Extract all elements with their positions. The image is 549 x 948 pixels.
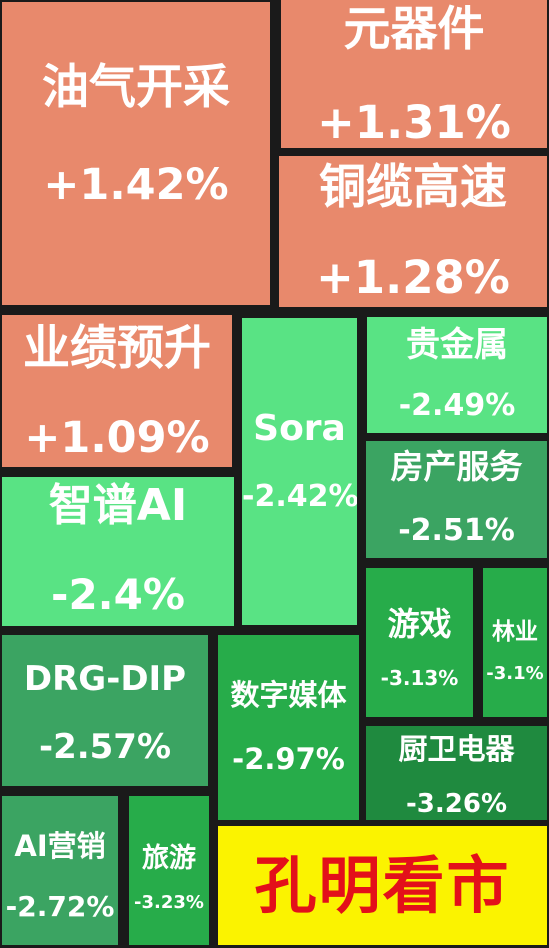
tile-zhipu-ai: 智谱AI -2.4% xyxy=(2,477,234,626)
tile-name: 旅游 xyxy=(142,843,196,874)
tile-forestry: 林业 -3.1% xyxy=(483,568,547,717)
tile-value: -2.49% xyxy=(398,388,516,423)
tile-precious-metals: 贵金属 -2.49% xyxy=(367,317,547,433)
tile-components: 元器件 +1.31% xyxy=(281,0,547,148)
tile-drg-dip: DRG-DIP -2.57% xyxy=(2,635,208,786)
tile-name: 业绩预升 xyxy=(23,321,211,376)
tile-kitchen-appliances: 厨卫电器 -3.26% xyxy=(366,726,547,820)
tile-name: 油气开采 xyxy=(42,60,230,115)
tile-name: 厨卫电器 xyxy=(398,732,515,766)
tile-digital-media: 数字媒体 -2.97% xyxy=(218,635,359,820)
tile-name: 游戏 xyxy=(387,605,452,643)
tile-games: 游戏 -3.13% xyxy=(366,568,473,717)
tile-value: +1.28% xyxy=(316,251,510,304)
tile-copper-cable: 铜缆高速 +1.28% xyxy=(279,156,547,307)
tile-name: DRG-DIP xyxy=(23,659,187,699)
tile-tourism: 旅游 -3.23% xyxy=(129,796,209,945)
tile-name: 元器件 xyxy=(343,2,485,57)
tile-value: -2.72% xyxy=(5,890,115,923)
tile-name: 林业 xyxy=(492,619,538,645)
tile-name: 贵金属 xyxy=(406,325,508,365)
tile-value: -2.51% xyxy=(398,513,515,548)
tile-sora: Sora -2.42% xyxy=(242,318,357,625)
tile-value: +1.09% xyxy=(24,413,210,463)
tile-name: 数字媒体 xyxy=(230,678,347,712)
tile-value: -3.1% xyxy=(486,663,544,684)
tile-ai-marketing: AI营销 -2.72% xyxy=(2,796,118,945)
banner-text: 孔明看市 xyxy=(254,848,511,922)
tile-earnings: 业绩预升 +1.09% xyxy=(2,315,232,467)
tile-name: 智谱AI xyxy=(48,480,188,531)
tile-value: +1.31% xyxy=(317,96,511,148)
tile-value: -2.42% xyxy=(242,479,357,514)
tile-value: -3.26% xyxy=(406,789,507,819)
tile-value: +1.42% xyxy=(43,160,229,210)
tile-value: -2.57% xyxy=(38,727,172,767)
tile-value: -2.97% xyxy=(232,742,345,776)
tile-name: Sora xyxy=(253,408,346,449)
tile-oil-gas: 油气开采 +1.42% xyxy=(2,2,270,305)
tile-value: -2.4% xyxy=(51,570,185,619)
tile-name: AI营销 xyxy=(14,829,106,863)
tile-name: 房产服务 xyxy=(390,447,523,486)
tile-value: -3.23% xyxy=(134,892,204,913)
watermark-banner: 孔明看市 xyxy=(218,826,547,945)
tile-property-services: 房产服务 -2.51% xyxy=(366,441,547,558)
tile-value: -3.13% xyxy=(380,666,459,690)
tile-name: 铜缆高速 xyxy=(319,160,507,215)
